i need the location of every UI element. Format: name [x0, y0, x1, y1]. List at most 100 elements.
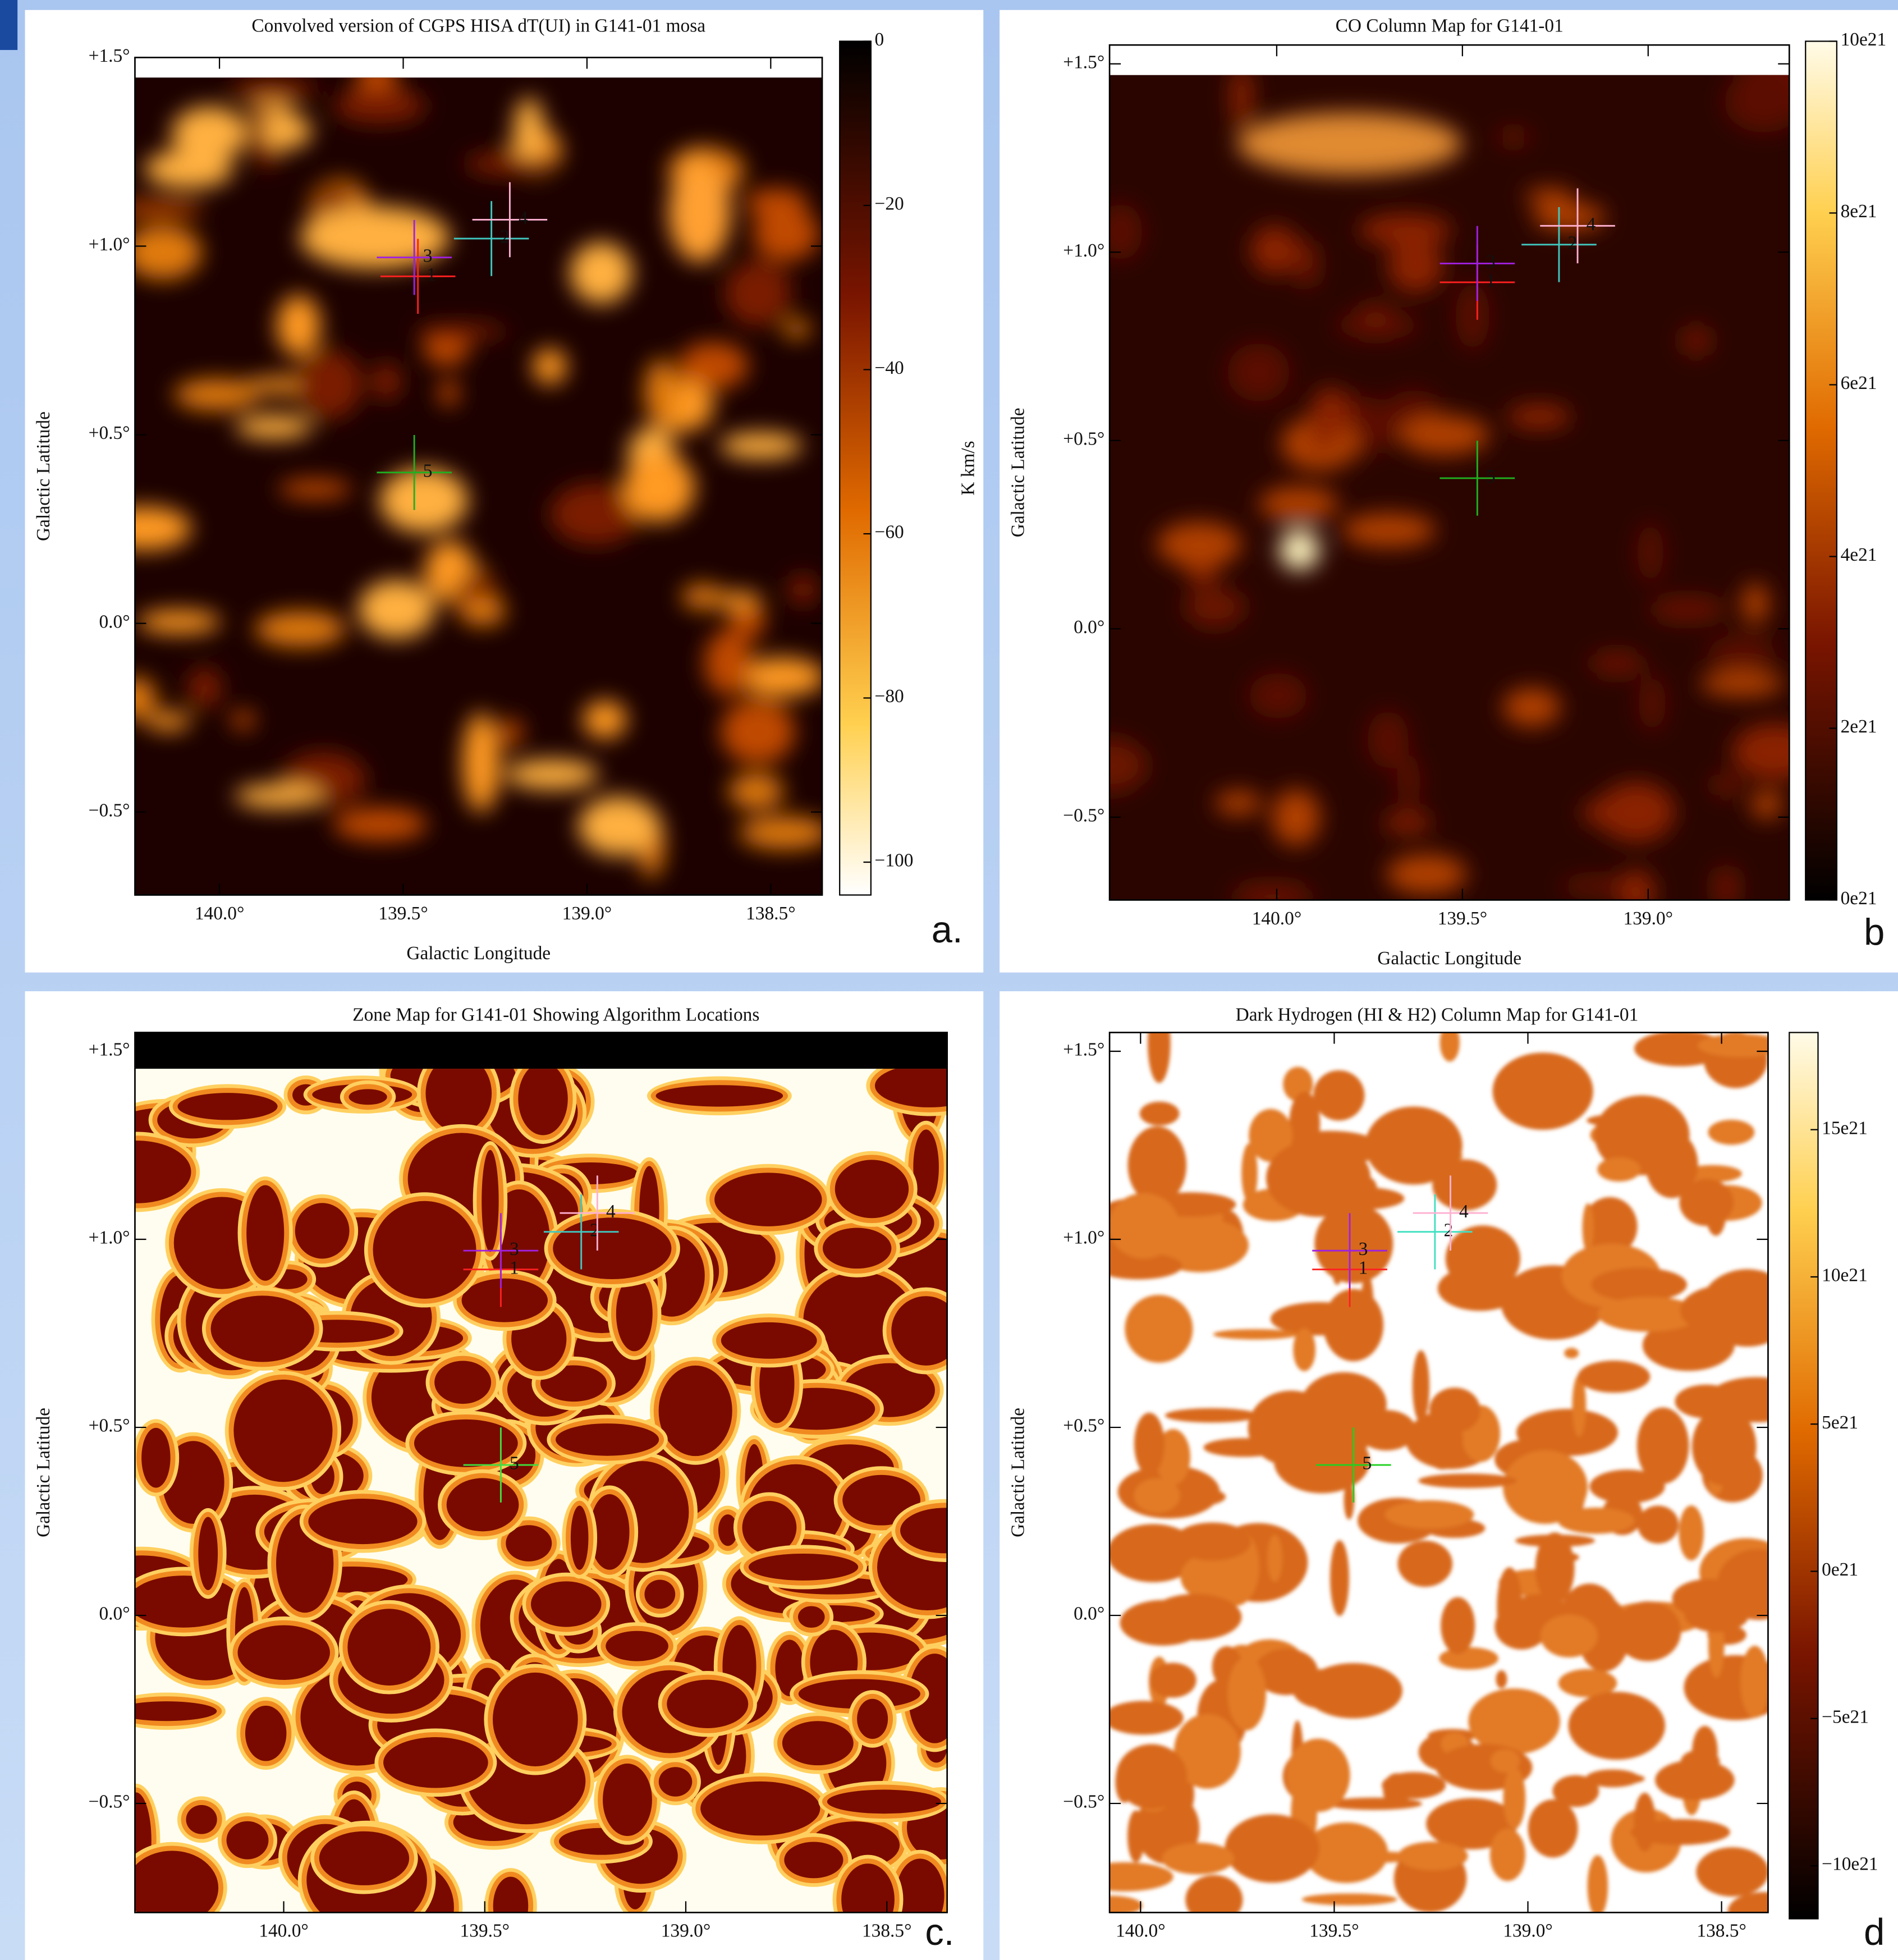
- zone-core: [721, 1322, 817, 1359]
- map-patch: [1429, 1387, 1480, 1433]
- y-axis-label: Galactic Latitude: [33, 411, 54, 541]
- map-patch: [1503, 1450, 1588, 1524]
- y-tick-label: 0.0°: [1074, 1604, 1104, 1624]
- zone-core: [658, 1365, 732, 1457]
- map-blob: [1495, 129, 1532, 145]
- map-blob: [415, 323, 507, 340]
- marker-label: 4: [1587, 214, 1596, 235]
- map-patch: [1344, 1480, 1355, 1520]
- marker-label: 2: [500, 227, 510, 248]
- map-patch: [1127, 1126, 1187, 1205]
- map-patch: [1615, 1601, 1681, 1661]
- map-patch: [1572, 1375, 1587, 1437]
- map-patch: [1313, 1070, 1365, 1121]
- position-marker: [1439, 226, 1515, 301]
- map-blob: [1532, 203, 1606, 231]
- map-patch: [1679, 1505, 1704, 1561]
- x-tick-label: 138.5°: [746, 903, 795, 924]
- colorbar-tick-label: −80: [875, 686, 904, 707]
- map-patch: [1445, 1225, 1520, 1292]
- map-blobs: [1110, 1032, 1768, 1913]
- map-blob: [1617, 869, 1656, 900]
- colorbar-tick-label: 0e21: [1841, 888, 1877, 909]
- zone-core: [891, 1296, 947, 1366]
- map-blob: [1110, 738, 1148, 793]
- map-patch: [1552, 1775, 1599, 1807]
- y-tick-label: +1.5°: [1063, 1039, 1104, 1060]
- marker-label: 4: [1459, 1201, 1469, 1222]
- map-blob: [570, 242, 632, 304]
- position-marker: [1439, 441, 1515, 516]
- colorbar-tick-label: 0: [875, 29, 884, 50]
- position-marker: [463, 1427, 539, 1503]
- zone-core: [186, 1805, 217, 1834]
- map-patch: [1110, 1193, 1180, 1259]
- map-blob: [1502, 688, 1561, 727]
- map-blob: [1184, 587, 1245, 628]
- zone-core: [606, 1631, 668, 1661]
- y-axis-label: Galactic Latitude: [1007, 1408, 1028, 1537]
- y-tick-label: 0.0°: [99, 1604, 130, 1624]
- map-patch: [1557, 1508, 1635, 1534]
- map-patch: [1270, 1302, 1369, 1336]
- y-tick-label: 0.0°: [99, 611, 130, 632]
- colorbar-label: K km/s: [957, 441, 978, 495]
- map-blob: [459, 597, 506, 626]
- map-blob: [135, 677, 157, 720]
- zone-core: [530, 1581, 602, 1627]
- chart-title: CO Column Map for G141-01: [1336, 16, 1564, 36]
- zone-core: [461, 1278, 548, 1322]
- marker-label: 4: [519, 208, 528, 228]
- panel: Convolved version of CGPS HISA dT(UI) in…: [25, 10, 984, 973]
- map-blob: [300, 206, 450, 269]
- map-blob: [514, 97, 544, 162]
- position-marker: [1521, 207, 1597, 282]
- map-patch: [1110, 1252, 1182, 1280]
- map-patch: [1185, 1875, 1243, 1913]
- zone-core: [616, 1276, 653, 1352]
- zone-core: [135, 1576, 240, 1628]
- map-patch: [1540, 1614, 1598, 1657]
- map-blob: [1237, 112, 1462, 175]
- map-blob: [1680, 324, 1712, 357]
- map-patch: [1116, 1744, 1188, 1810]
- zone-core: [383, 1737, 488, 1788]
- zone-core: [347, 1609, 431, 1686]
- zone-core: [900, 1508, 947, 1554]
- colorbar-tick-label: 6e21: [1841, 373, 1877, 393]
- map-patch: [1655, 1760, 1735, 1801]
- map-patch: [1110, 1862, 1173, 1892]
- colorbar-tick-label: 8e21: [1841, 201, 1877, 222]
- colorbar-tick-label: 15e21: [1822, 1118, 1868, 1138]
- map-patch: [1330, 1540, 1349, 1616]
- y-tick-label: −0.5°: [1063, 805, 1104, 826]
- marker-label: 3: [1486, 251, 1496, 272]
- zone-core: [909, 1654, 947, 1743]
- map-blob: [739, 816, 823, 849]
- map-blob: [235, 415, 313, 439]
- zone-core: [658, 1767, 693, 1797]
- map-patch: [1241, 1143, 1258, 1203]
- position-marker: [543, 1194, 619, 1270]
- zone-core: [835, 1160, 909, 1219]
- map-patch: [1148, 1032, 1171, 1083]
- position-marker: [377, 219, 452, 295]
- x-tick-label: 138.5°: [1697, 1921, 1746, 1941]
- y-axis-label: Galactic Latitude: [33, 1408, 54, 1537]
- map-blob: [505, 759, 599, 790]
- zone-core: [822, 1228, 892, 1269]
- zone-core: [603, 1763, 652, 1837]
- position-marker: [560, 1175, 635, 1251]
- x-axis-label: Galactic Longitude: [406, 943, 551, 964]
- zone-core: [135, 1141, 191, 1203]
- map-patch: [1156, 1429, 1190, 1485]
- map-patch: [1134, 1412, 1165, 1475]
- x-tick-label: 138.5°: [862, 1921, 911, 1941]
- marker-label: 3: [510, 1239, 519, 1260]
- map-blob: [533, 348, 567, 384]
- map-blob: [1341, 513, 1436, 547]
- zone-core: [414, 1419, 518, 1467]
- map-patch: [1365, 1106, 1463, 1185]
- map-blob: [1732, 723, 1790, 781]
